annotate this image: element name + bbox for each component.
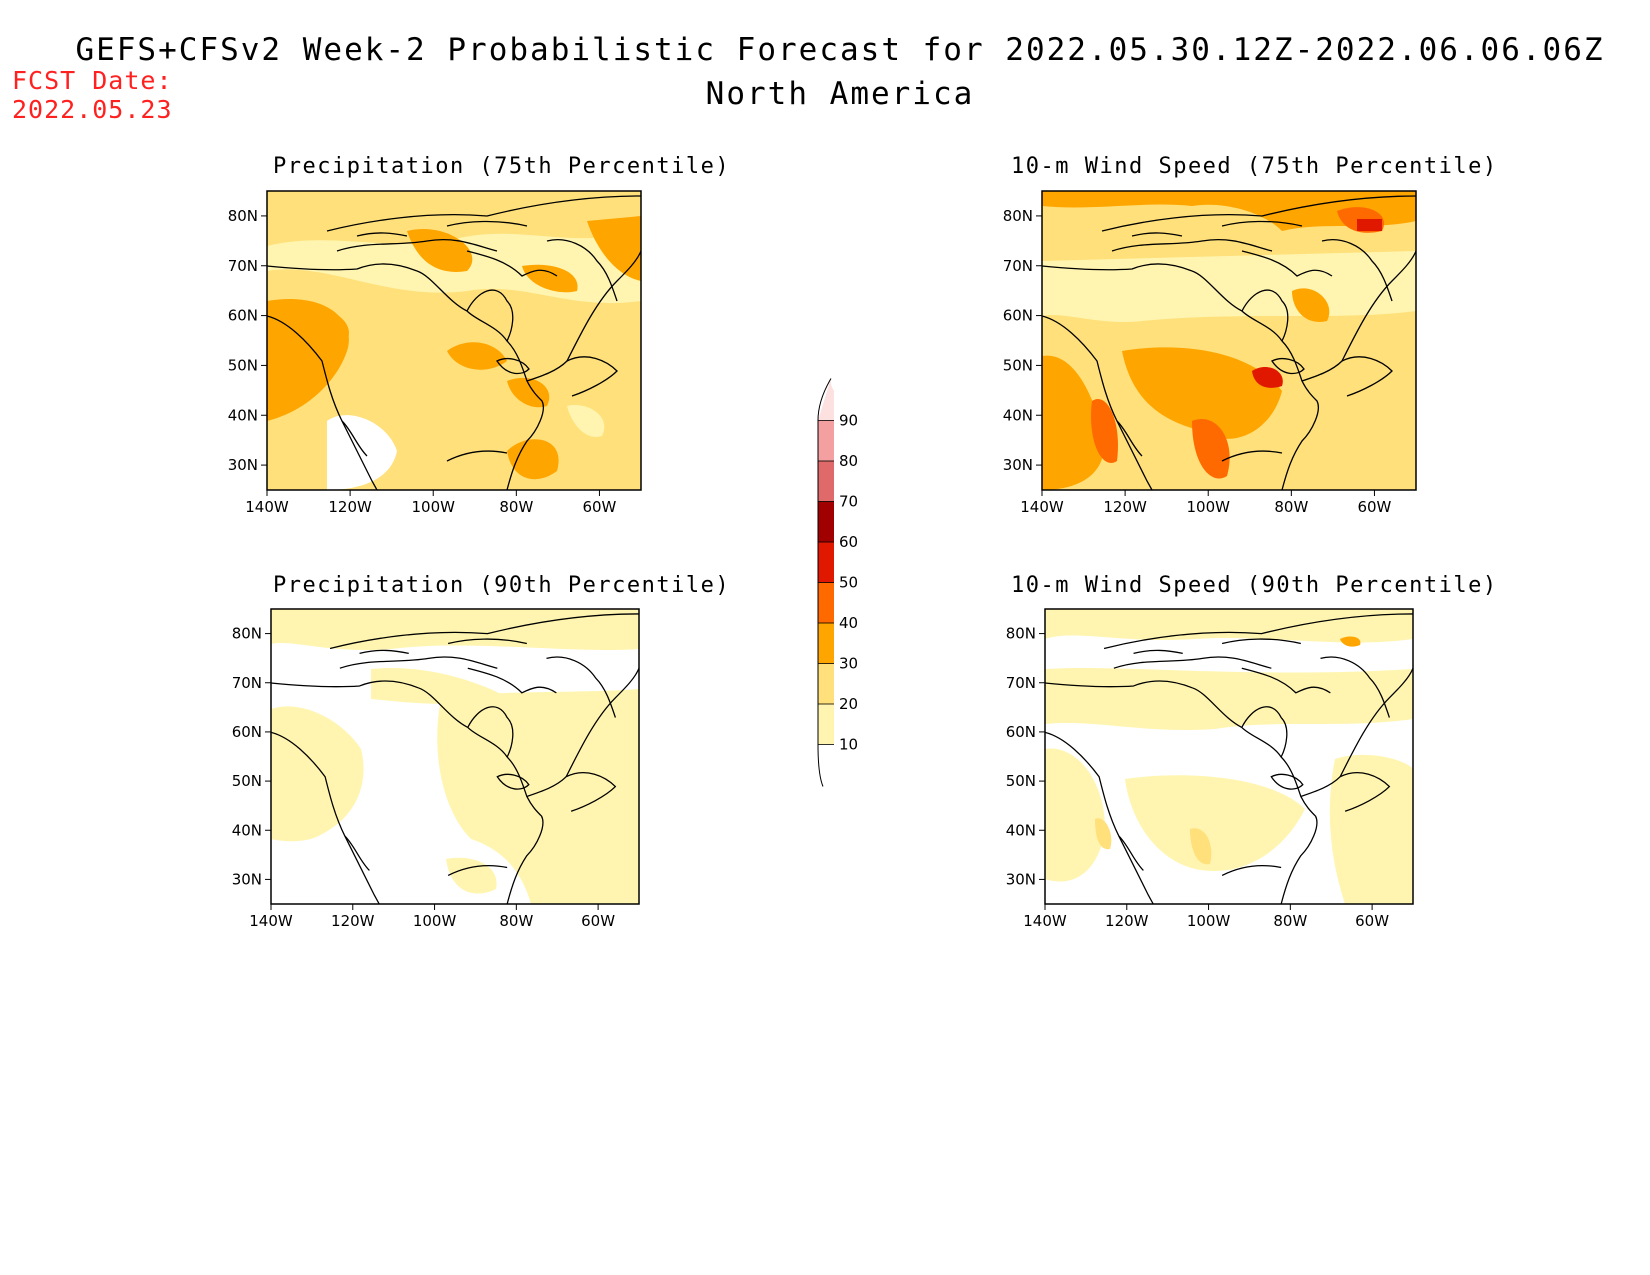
map-frame-precip90 — [270, 608, 640, 905]
lat-tick-label: 80N — [228, 207, 258, 225]
colorbar-label: 30 — [839, 655, 858, 673]
lon-tick-label: 60W — [582, 498, 616, 516]
map-frame-wind90 — [1044, 608, 1414, 905]
colorbar-segment — [818, 582, 834, 623]
colorbar-label: 50 — [839, 574, 858, 592]
map-frame-wind75 — [1041, 190, 1417, 491]
lon-tick-label: 80W — [499, 498, 533, 516]
lon-tick-label: 140W — [1023, 912, 1067, 930]
lat-tick-label: 80N — [232, 625, 262, 643]
lat-tick-label: 60N — [232, 723, 262, 741]
colorbar-label: 60 — [839, 533, 858, 551]
lon-tick-label: 100W — [1187, 912, 1231, 930]
colorbar-label: 40 — [839, 614, 858, 632]
lon-tick-label: 140W — [245, 498, 289, 516]
lat-tick-label: 60N — [1006, 723, 1036, 741]
colorbar-label: 10 — [839, 736, 858, 754]
panel-title-wind90: 10-m Wind Speed (90th Percentile) — [1011, 573, 1498, 598]
lat-tick-label: 40N — [228, 406, 258, 424]
lat-tick-label: 30N — [1006, 870, 1036, 888]
lat-tick-label: 60N — [1003, 307, 1033, 325]
colorbar-segment — [818, 623, 834, 664]
map-panel-precip90: 140W 120W 100W 80W 60W 80N 70N 60N 50N 40N 30N — [232, 609, 639, 930]
colorbar-tail-top — [818, 378, 834, 421]
lat-tick-label: 70N — [228, 257, 258, 275]
fcst-date: 2022.05.23 — [12, 95, 173, 124]
lon-tick-label: 80W — [499, 912, 533, 930]
lat-tick-label: 50N — [1003, 356, 1033, 374]
lat-tick-label: 70N — [1006, 674, 1036, 692]
lat-tick-label: 50N — [1006, 772, 1036, 790]
lon-tick-label: 120W — [1103, 498, 1147, 516]
shading-wind90 — [1045, 609, 1413, 904]
colorbar-segment — [818, 501, 834, 542]
map-panel-wind90: 140W 120W 100W 80W 60W 80N 70N 60N 50N 40N 30N — [1006, 609, 1413, 930]
colorbar-segment — [818, 461, 834, 502]
colorbar-segment — [818, 663, 834, 704]
forecast-date-label: FCST Date: 2022.05.23 — [12, 66, 173, 124]
map-panel-precip75: 140W 120W 100W 80W 60W 80N 70N 60N 50N 40N 30N — [228, 191, 641, 516]
map-panel-wind75: 140W 120W 100W 80W 60W 80N 70N 60N 50N 40N 30N — [1003, 191, 1416, 516]
lon-tick-label: 140W — [1020, 498, 1064, 516]
main-title: GEFS+CFSv2 Week-2 Probabilistic Forecast… — [75, 32, 1605, 68]
lon-tick-label: 120W — [1105, 912, 1149, 930]
colorbar-segment — [818, 704, 834, 745]
lon-tick-label: 80W — [1274, 498, 1308, 516]
colorbar-tail-bottom — [818, 744, 834, 790]
panel-title-precip90: Precipitation (90th Percentile) — [273, 573, 731, 598]
subtitle: North America — [705, 76, 975, 112]
colorbar-segment — [818, 542, 834, 583]
lon-tick-label: 120W — [331, 912, 375, 930]
colorbar-label: 20 — [839, 695, 858, 713]
shading-precip75 — [267, 191, 641, 490]
lat-tick-label: 30N — [1003, 456, 1033, 474]
panel-title-precip75: Precipitation (75th Percentile) — [273, 154, 731, 179]
lat-tick-label: 40N — [1006, 821, 1036, 839]
lon-tick-label: 100W — [1186, 498, 1230, 516]
lat-tick-label: 50N — [232, 772, 262, 790]
lon-tick-label: 60W — [1357, 498, 1391, 516]
lat-tick-label: 30N — [232, 870, 262, 888]
lat-tick-label: 60N — [228, 307, 258, 325]
shading-wind75 — [1042, 191, 1416, 490]
lon-tick-label: 60W — [581, 912, 615, 930]
colorbar-label: 70 — [839, 493, 858, 511]
lat-tick-label: 40N — [1003, 406, 1033, 424]
lat-tick-label: 40N — [232, 821, 262, 839]
lon-tick-label: 80W — [1273, 912, 1307, 930]
colorbar-label: 80 — [839, 452, 858, 470]
lat-tick-label: 70N — [1003, 257, 1033, 275]
lat-tick-label: 50N — [228, 356, 258, 374]
lat-tick-label: 70N — [232, 674, 262, 692]
map-frame-precip75 — [266, 190, 642, 491]
colorbar-label: 90 — [839, 412, 858, 430]
lon-tick-label: 60W — [1355, 912, 1389, 930]
lat-tick-label: 80N — [1006, 625, 1036, 643]
colorbar: 10 20 30 40 50 60 70 80 90 — [817, 378, 858, 790]
shading-precip90 — [271, 609, 639, 904]
lat-tick-label: 80N — [1003, 207, 1033, 225]
colorbar-segment — [818, 420, 834, 461]
lon-tick-label: 100W — [413, 912, 457, 930]
lat-tick-label: 30N — [228, 456, 258, 474]
lon-tick-label: 100W — [411, 498, 455, 516]
lon-tick-label: 120W — [328, 498, 372, 516]
lon-tick-label: 140W — [249, 912, 293, 930]
fcst-label: FCST Date: — [12, 66, 173, 95]
panel-title-wind75: 10-m Wind Speed (75th Percentile) — [1011, 154, 1498, 179]
